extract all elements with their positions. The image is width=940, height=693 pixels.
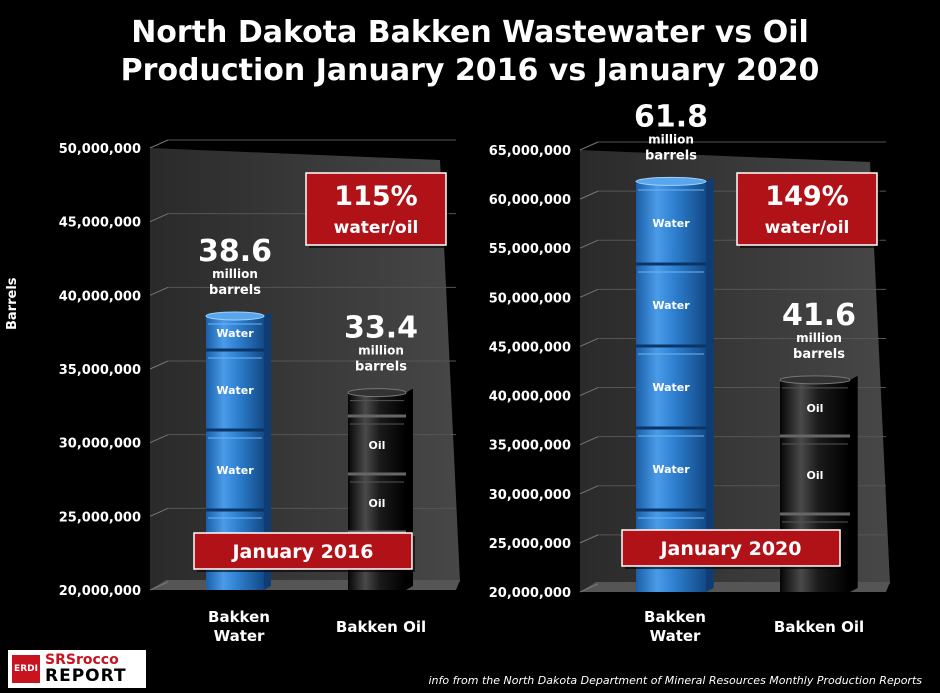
y-tick-label: 25,000,000 — [59, 510, 141, 525]
y-tick-label: 50,000,000 — [489, 291, 571, 306]
x-tick-label: Bakken — [644, 608, 706, 626]
barrel-label: Water — [652, 381, 690, 394]
source-footnote: info from the North Dakota Department of… — [428, 674, 923, 687]
logo-badge: ERDI — [12, 655, 40, 683]
value-label: 33.4 — [344, 311, 418, 346]
y-tick-label: 50,000,000 — [59, 142, 141, 157]
bar-side — [850, 375, 858, 592]
bar-top — [347, 388, 407, 398]
gridline-diag — [579, 190, 599, 200]
ratio-badge — [305, 172, 447, 246]
period-label: January 2016 — [230, 541, 373, 563]
y-tick-label: 45,000,000 — [489, 340, 571, 355]
period-badge — [621, 529, 841, 567]
barrel-label: Water — [652, 299, 690, 312]
barrel-label: Oil — [369, 497, 386, 510]
x-tick-label: Water — [214, 627, 265, 645]
y-tick-label: 65,000,000 — [489, 144, 571, 159]
value-label: 61.8 — [634, 99, 708, 134]
barrel-label: Water — [652, 217, 690, 230]
barrel-label: Water — [216, 327, 254, 340]
y-tick-label: 35,000,000 — [59, 363, 141, 378]
chart-panel-1: 20,000,000 25,000,000 30,000,000 35,000,000… — [59, 139, 460, 645]
barrel-label: Water — [216, 384, 254, 397]
gridline-diag — [579, 288, 599, 298]
value-unit-line2: barrels — [645, 148, 697, 163]
y-tick-label: 20,000,000 — [489, 586, 571, 601]
bar-side — [264, 311, 271, 590]
barrel-label: Water — [216, 464, 254, 477]
y-tick-label: 30,000,000 — [59, 437, 141, 452]
bar-top — [205, 311, 265, 321]
value-label: 38.6 — [198, 234, 272, 269]
ratio-badge — [736, 172, 878, 246]
x-tick-label: Bakken Oil — [774, 618, 864, 636]
barrel-label: Water — [652, 463, 690, 476]
bar-top — [635, 176, 707, 186]
ratio-sub: water/oil — [334, 218, 419, 238]
x-tick-label: Bakken — [208, 608, 270, 626]
gridline-diag — [579, 436, 599, 446]
ratio-value: 149% — [765, 181, 848, 212]
value-label: 41.6 — [782, 298, 856, 333]
bar-top — [779, 375, 851, 385]
gridline-diag — [149, 434, 169, 444]
gridline-diag — [579, 387, 599, 397]
gridline-diag — [579, 239, 599, 249]
ratio-sub: water/oil — [765, 218, 850, 238]
x-tick-label: Water — [650, 627, 701, 645]
y-tick-label: 45,000,000 — [59, 216, 141, 231]
gridline-diag — [149, 139, 169, 149]
logo-line2: REPORT — [45, 666, 127, 686]
value-unit-line1: million — [796, 331, 842, 345]
chart-panel-2: 20,000,000 25,000,000 30,000,000 35,000,000… — [489, 99, 890, 645]
x-tick-label: Bakken Oil — [336, 618, 426, 636]
value-unit-line2: barrels — [793, 347, 845, 362]
bar-body — [636, 181, 706, 593]
gridline-diag — [579, 534, 599, 544]
value-unit-line2: barrels — [355, 360, 407, 375]
gridline-diag — [579, 337, 599, 347]
period-label: January 2020 — [658, 538, 801, 560]
srsrocco-logo: ERDI SRSrocco REPORT — [8, 650, 146, 688]
chart-title-line1: North Dakota Bakken Wastewater vs Oil — [131, 15, 809, 50]
gridline-diag — [149, 286, 169, 296]
y-tick-label: 30,000,000 — [489, 488, 571, 503]
bar-side — [706, 177, 714, 593]
value-unit-line1: million — [648, 132, 694, 146]
gridline-diag — [579, 141, 599, 151]
period-badge — [193, 532, 413, 570]
y-tick-label: 20,000,000 — [59, 584, 141, 599]
y-tick-label: 40,000,000 — [489, 390, 571, 405]
value-unit-line2: barrels — [209, 283, 261, 298]
y-tick-label: 25,000,000 — [489, 537, 571, 552]
barrel-label: Oil — [369, 439, 386, 452]
gridline-diag — [149, 507, 169, 517]
y-tick-label: 55,000,000 — [489, 242, 571, 257]
gridline-diag — [579, 583, 599, 593]
bar-water: WaterWaterWaterWaterWater — [635, 176, 714, 593]
value-unit-line1: million — [212, 267, 258, 281]
logo-name: SRSrocco REPORT — [45, 652, 127, 686]
chart-title-line2: Production January 2016 vs January 2020 — [120, 53, 820, 88]
logo-line1: SRSrocco — [45, 652, 119, 668]
gridline-diag — [149, 360, 169, 370]
y-tick-label: 40,000,000 — [59, 289, 141, 304]
barrel-label: Oil — [807, 402, 824, 415]
barrel-label: Oil — [807, 469, 824, 482]
gridline-diag — [149, 581, 169, 591]
y-tick-label: 60,000,000 — [489, 193, 571, 208]
gridline-diag — [579, 485, 599, 495]
y-tick-label: 35,000,000 — [489, 439, 571, 454]
chart-title: North Dakota Bakken Wastewater vs Oil Pr… — [0, 14, 940, 90]
value-unit-line1: million — [358, 344, 404, 358]
ratio-value: 115% — [334, 181, 417, 212]
gridline-diag — [149, 213, 169, 223]
